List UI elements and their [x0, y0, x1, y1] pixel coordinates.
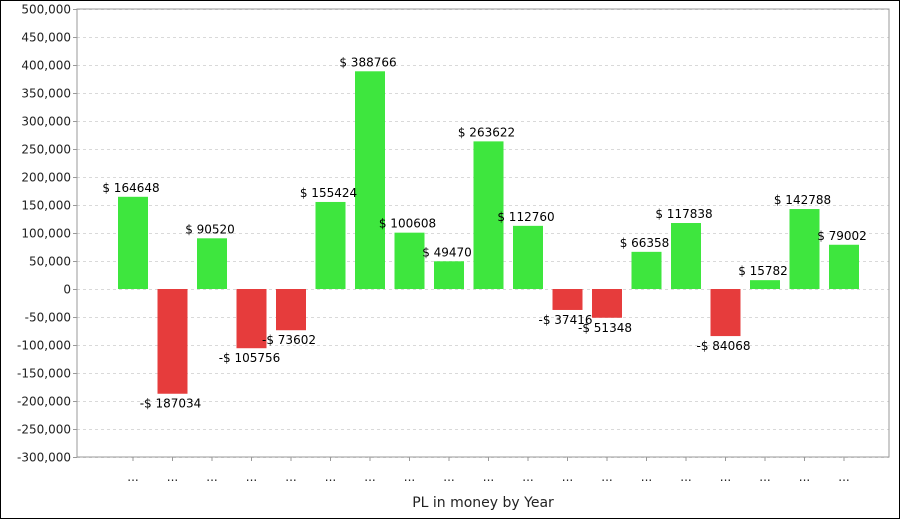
y-tick-label: -50,000 [25, 311, 71, 325]
x-tick-label: ... [404, 470, 415, 484]
bar [355, 71, 385, 289]
y-tick-label: 150,000 [21, 199, 71, 213]
x-tick-label: ... [325, 470, 336, 484]
x-tick-label: ... [285, 470, 296, 484]
y-tick-label: -250,000 [17, 423, 71, 437]
x-tick-label: ... [838, 470, 849, 484]
data-label: -$ 84068 [697, 339, 751, 353]
y-tick-label: 400,000 [21, 59, 71, 73]
x-tick-label: ... [443, 470, 454, 484]
data-labels: $ 164648 -$ 187034 $ 90520 -$ 105756 -$ 7360… [102, 55, 866, 410]
bar [118, 196, 148, 289]
x-tick-label: ... [799, 470, 810, 484]
x-tick-label: ... [680, 470, 691, 484]
y-tick-label: -150,000 [17, 367, 71, 381]
x-tick-label: ... [641, 470, 652, 484]
bar [197, 238, 227, 289]
bar [434, 261, 464, 289]
data-label: $ 155424 [300, 186, 357, 200]
data-label: -$ 37416 [539, 313, 593, 327]
x-tick-label: ... [759, 470, 770, 484]
y-tick-label: 50,000 [29, 255, 71, 269]
data-label: -$ 105756 [219, 351, 281, 365]
bar [473, 141, 504, 289]
y-tick-label: 300,000 [21, 115, 71, 129]
x-tick-label: ... [562, 470, 573, 484]
x-tick-label: ... [522, 470, 533, 484]
y-tick-label: 350,000 [21, 87, 71, 101]
x-tick-label: ... [601, 470, 612, 484]
bar [710, 289, 741, 337]
data-label: $ 263622 [458, 125, 515, 139]
x-tick-label: ... [167, 470, 178, 484]
bar [829, 244, 859, 289]
data-label: $ 100608 [379, 217, 436, 231]
bar [671, 223, 701, 289]
data-label: -$ 187034 [140, 397, 202, 411]
y-tick-label: 0 [63, 283, 71, 297]
data-label: -$ 51348 [578, 321, 632, 335]
bar [315, 201, 346, 289]
data-label: $ 117838 [655, 207, 712, 221]
y-tick-label: 500,000 [21, 3, 71, 17]
bar [789, 209, 820, 289]
bar [236, 289, 267, 349]
bar [513, 225, 543, 289]
x-tick-label: ... [483, 470, 494, 484]
axes: -300,000 -250,000 -200,000 -150,000 -100,000… [17, 3, 890, 484]
data-label: $ 49470 [422, 245, 472, 259]
y-tick-label: -200,000 [17, 395, 71, 409]
bar [394, 232, 425, 289]
y-tick-label: 200,000 [21, 171, 71, 185]
data-label: $ 164648 [102, 181, 159, 195]
x-tick-label: ... [364, 470, 375, 484]
data-label: $ 388766 [339, 55, 396, 69]
y-tick-label: 100,000 [21, 227, 71, 241]
bar [276, 289, 306, 331]
y-tick-label: 450,000 [21, 31, 71, 45]
bar [157, 289, 188, 394]
x-tick-label: ... [720, 470, 731, 484]
y-tick-label: 250,000 [21, 143, 71, 157]
data-label: $ 90520 [185, 222, 235, 236]
y-tick-label: -100,000 [17, 339, 71, 353]
x-tick-label: ... [206, 470, 217, 484]
bar [631, 251, 662, 289]
bar [750, 280, 780, 289]
bar [592, 289, 622, 318]
data-label: $ 15782 [738, 264, 788, 278]
x-tick-label: ... [127, 470, 138, 484]
data-label: $ 142788 [774, 193, 831, 207]
data-label: $ 112760 [497, 210, 554, 224]
y-tick-label: -300,000 [17, 451, 71, 465]
x-tick-label: ... [246, 470, 257, 484]
data-label: $ 66358 [620, 236, 670, 250]
bar [552, 289, 583, 310]
data-label: -$ 73602 [262, 333, 316, 347]
data-label: $ 79002 [817, 229, 867, 243]
bars [118, 71, 859, 394]
x-axis-title: PL in money by Year [412, 495, 554, 511]
